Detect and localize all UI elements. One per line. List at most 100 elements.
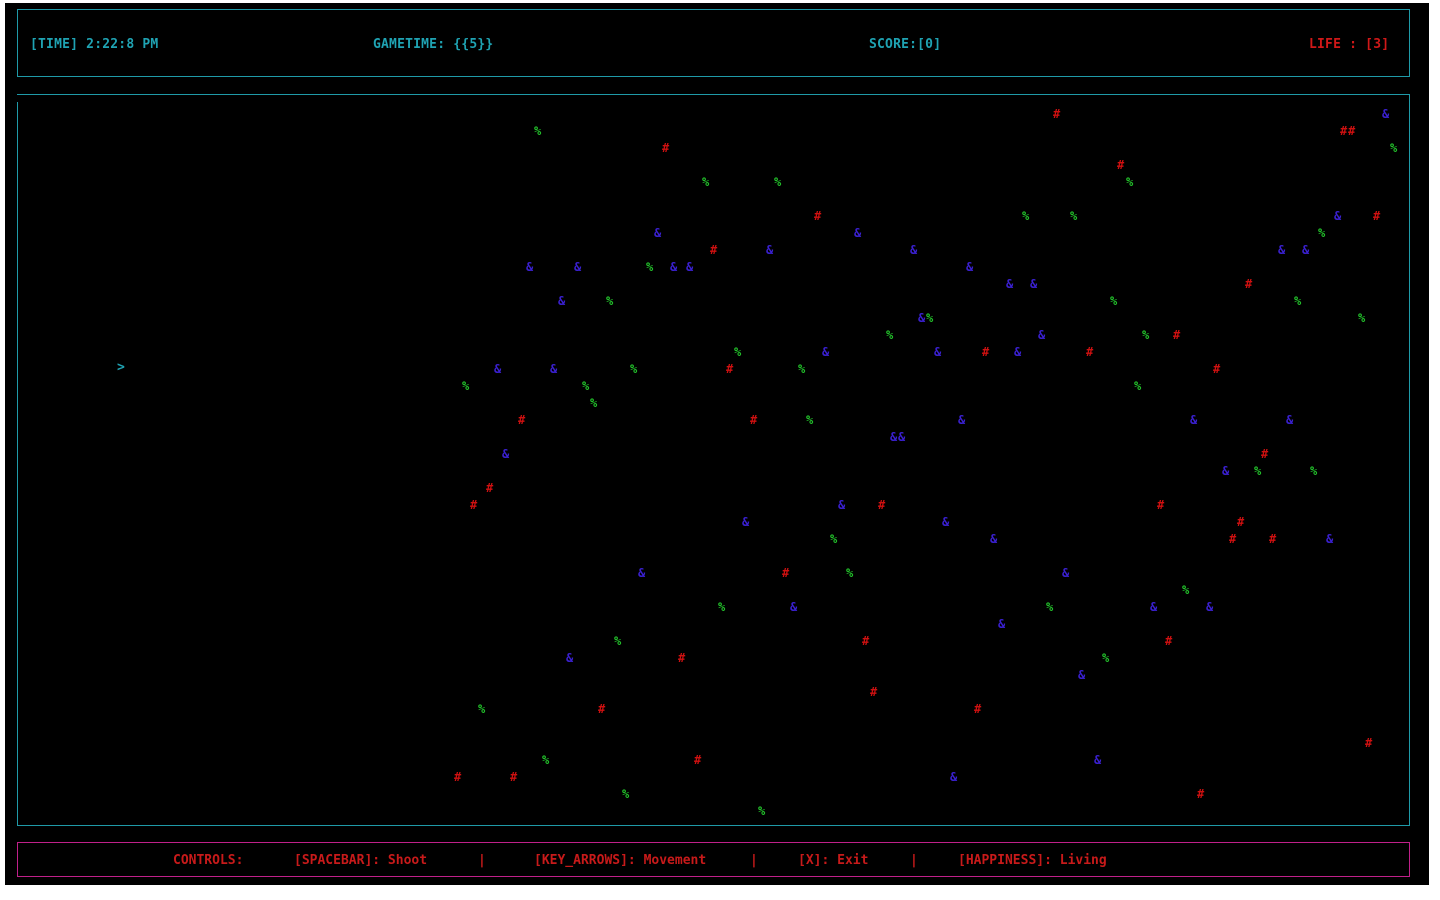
controls-bar: CONTROLS: [SPACEBAR]: Shoot | [KEY_ARROW… [17,842,1410,877]
gametime-display: GAMETIME: {{5}} [373,37,494,52]
enemy-percent: % [1310,464,1318,478]
score-display: SCORE:[0] [869,37,942,52]
enemy-hash: # [1229,532,1237,546]
enemy-hash: # [974,702,982,716]
enemy-percent: % [1390,141,1398,155]
enemy-percent: % [1022,209,1030,223]
enemy-percent: % [798,362,806,376]
enemy-ampersand: & [890,430,898,444]
enemy-hash: # [1053,107,1061,121]
enemy-ampersand: & [574,260,582,274]
enemy-hash: # [1157,498,1165,512]
enemy-ampersand: & [990,532,998,546]
enemy-ampersand: & [1222,464,1230,478]
enemy-percent: % [1358,311,1366,325]
enemy-percent: % [1294,294,1302,308]
enemy-percent: % [830,532,838,546]
enemy-hash: # [1213,362,1221,376]
control-happiness: [HAPPINESS]: Living [958,853,1107,868]
enemy-hash: # [1165,634,1173,648]
enemy-percent: % [1318,226,1326,240]
enemy-hash: # [1197,787,1205,801]
enemy-ampersand: & [1286,413,1294,427]
enemy-hash: # [510,770,518,784]
enemy-percent: % [1102,651,1110,665]
enemy-percent: % [1046,600,1054,614]
enemy-ampersand: & [958,413,966,427]
control-separator: | [478,853,486,868]
enemy-hash: # [1117,158,1125,172]
enemy-hash: # [750,413,758,427]
enemy-ampersand: & [1206,600,1214,614]
game-screen: [TIME] 2:22:8 PM GAMETIME: {{5}} SCORE:[… [5,3,1429,885]
enemy-hash: # [518,413,526,427]
enemy-percent: % [1142,328,1150,342]
enemy-ampersand: & [526,260,534,274]
enemy-hash: # [870,685,878,699]
enemy-hash: # [470,498,478,512]
enemy-percent: % [758,804,766,818]
enemy-ampersand: & [838,498,846,512]
enemy-ampersand: & [502,447,510,461]
enemy-hash: # [694,753,702,767]
enemy-hash: # [1245,277,1253,291]
enemy-hash: # [1365,736,1373,750]
entity-layer: # # # # # # # # # # # # # # # # # # # # # # # # # # # # # # # # # # # #%%%%… [5,3,1429,885]
enemy-hash: # [1261,447,1269,461]
enemy-percent: % [542,753,550,767]
enemy-ampersand: & [966,260,974,274]
enemy-ampersand: & [1278,243,1286,257]
enemy-percent: % [1110,294,1118,308]
enemy-percent: % [806,413,814,427]
enemy-ampersand: & [934,345,942,359]
enemy-hash: # [1340,124,1348,138]
enemy-hash: # [814,209,822,223]
enemy-ampersand: & [1014,345,1022,359]
enemy-percent: % [462,379,470,393]
control-separator: | [750,853,758,868]
enemy-hash: # [486,481,494,495]
enemy-ampersand: & [950,770,958,784]
enemy-hash: # [1086,345,1094,359]
control-movement: [KEY_ARROWS]: Movement [534,853,707,868]
enemy-percent: % [590,396,598,410]
enemy-hash: # [454,770,462,784]
enemy-ampersand: & [654,226,662,240]
enemy-ampersand: & [670,260,678,274]
enemy-percent: % [734,345,742,359]
control-shoot: [SPACEBAR]: Shoot [294,853,428,868]
controls-label: CONTROLS: [173,853,244,868]
enemy-hash: # [1173,328,1181,342]
enemy-hash: # [862,634,870,648]
enemy-hash: # [678,651,686,665]
enemy-ampersand: & [638,566,646,580]
enemy-ampersand: & [1382,107,1390,121]
enemy-hash: # [1269,532,1277,546]
time-display: [TIME] 2:22:8 PM [30,37,159,52]
enemy-percent: % [534,124,542,138]
enemy-hash: # [726,362,734,376]
enemy-percent: % [646,260,654,274]
enemy-percent: % [622,787,630,801]
enemy-ampersand: & [1038,328,1046,342]
enemy-percent: % [1070,209,1078,223]
enemy-percent: % [926,311,934,325]
control-separator: | [910,853,918,868]
enemy-ampersand: & [1094,753,1102,767]
enemy-hash: # [710,243,718,257]
enemy-hash: # [598,702,606,716]
enemy-ampersand: & [550,362,558,376]
arena-left-border [17,102,18,826]
enemy-ampersand: & [918,311,926,325]
enemy-percent: % [774,175,782,189]
enemy-percent: % [718,600,726,614]
enemy-hash: # [1348,124,1356,138]
game-arena[interactable] [17,94,1410,826]
enemy-ampersand: & [1326,532,1334,546]
enemy-ampersand: & [898,430,906,444]
enemy-ampersand: & [566,651,574,665]
enemy-ampersand: & [686,260,694,274]
enemy-percent: % [1134,379,1142,393]
enemy-percent: % [614,634,622,648]
enemy-percent: % [886,328,894,342]
